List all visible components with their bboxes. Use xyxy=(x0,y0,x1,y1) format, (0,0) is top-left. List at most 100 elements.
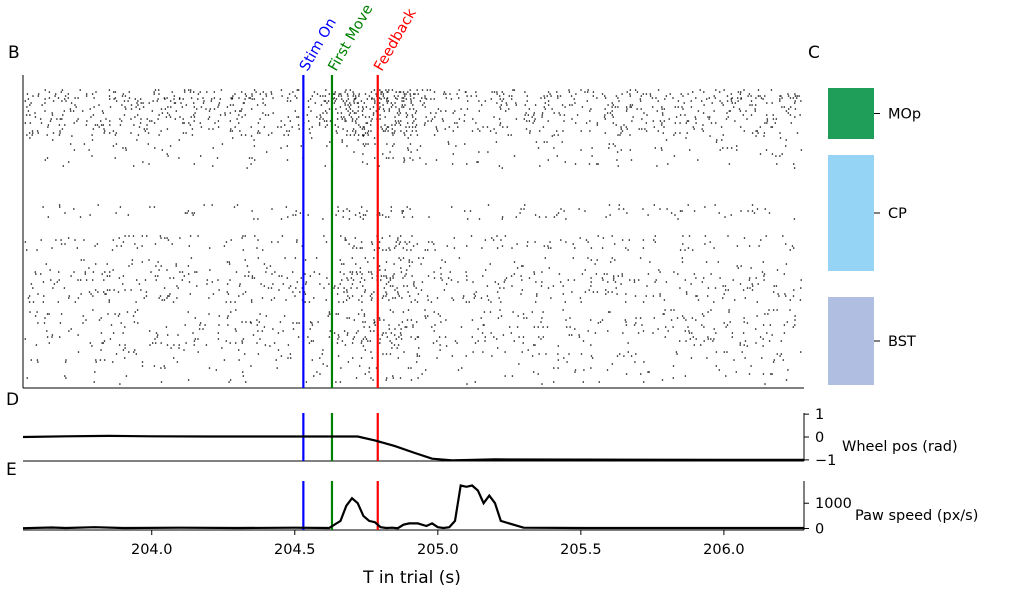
spike xyxy=(161,112,164,114)
spike xyxy=(523,208,525,210)
spike xyxy=(387,100,390,102)
spike xyxy=(412,245,415,247)
spike xyxy=(169,145,172,147)
spike xyxy=(710,338,712,340)
spike xyxy=(430,301,433,303)
spike xyxy=(574,328,576,330)
spike xyxy=(439,315,442,317)
spike xyxy=(489,311,492,313)
spike xyxy=(289,357,292,359)
spike xyxy=(199,322,202,324)
spike xyxy=(190,97,193,99)
spike xyxy=(783,332,786,334)
spike xyxy=(529,130,531,132)
spike xyxy=(176,285,178,287)
spike xyxy=(180,102,182,104)
spike xyxy=(440,321,442,323)
spike xyxy=(132,235,135,237)
spike xyxy=(535,141,538,143)
spike xyxy=(619,134,621,136)
spike xyxy=(673,309,675,311)
spike xyxy=(85,95,88,97)
spike xyxy=(108,98,111,100)
spike xyxy=(348,114,351,116)
spike xyxy=(132,165,135,167)
spike xyxy=(188,245,191,247)
spike xyxy=(404,275,406,277)
spike xyxy=(741,351,743,353)
spike xyxy=(380,126,382,128)
spike xyxy=(659,208,661,210)
spike xyxy=(534,301,537,303)
spike xyxy=(360,295,363,297)
spike xyxy=(369,108,372,110)
spike xyxy=(355,122,357,124)
spike xyxy=(505,102,508,104)
spike xyxy=(424,95,426,97)
spike xyxy=(787,369,789,371)
spike xyxy=(124,235,126,237)
spike xyxy=(412,326,414,328)
spike xyxy=(732,106,735,108)
spike xyxy=(370,293,373,295)
spike xyxy=(192,214,194,216)
spike xyxy=(407,309,410,311)
spike xyxy=(270,287,273,289)
spike xyxy=(695,118,697,120)
spike xyxy=(617,106,619,108)
spike xyxy=(699,89,701,91)
spike xyxy=(80,293,82,295)
spike xyxy=(164,237,166,239)
spike xyxy=(784,295,787,297)
spike xyxy=(679,210,682,212)
spike xyxy=(105,293,107,295)
spike xyxy=(312,340,315,342)
spike xyxy=(410,319,413,321)
spike xyxy=(58,336,61,338)
spike xyxy=(731,102,734,104)
spike xyxy=(218,104,220,106)
spike xyxy=(414,338,417,340)
spike xyxy=(649,95,652,97)
spike xyxy=(676,317,679,319)
spike xyxy=(416,355,419,357)
spike xyxy=(653,317,656,319)
spike xyxy=(166,112,169,114)
spike xyxy=(373,89,376,91)
spike xyxy=(64,243,66,245)
spike xyxy=(528,108,531,110)
spike xyxy=(627,342,629,344)
spike xyxy=(611,106,613,108)
spike xyxy=(328,108,331,110)
spike xyxy=(193,106,196,108)
spike xyxy=(220,89,223,91)
spike xyxy=(774,122,777,124)
spike xyxy=(494,281,497,283)
spike xyxy=(363,313,366,315)
spike xyxy=(379,89,381,91)
spike xyxy=(472,281,474,283)
spike xyxy=(447,143,450,145)
spike xyxy=(292,91,294,93)
spike xyxy=(382,108,385,110)
spike xyxy=(543,141,546,143)
spike xyxy=(561,104,564,106)
spike xyxy=(283,315,286,317)
spike xyxy=(148,259,150,261)
spike xyxy=(160,381,163,383)
spike xyxy=(433,91,436,93)
spike xyxy=(703,104,705,106)
spike xyxy=(346,334,349,336)
spike xyxy=(713,328,715,330)
spike xyxy=(415,110,418,112)
spike xyxy=(337,355,340,357)
spike xyxy=(590,108,592,110)
spike xyxy=(271,208,273,210)
spike xyxy=(141,261,144,263)
spike xyxy=(664,336,667,338)
spike xyxy=(556,91,558,93)
spike xyxy=(371,273,373,275)
paw-xtick-label-4: 206.0 xyxy=(703,542,745,558)
spike xyxy=(348,106,351,108)
spike xyxy=(505,277,508,279)
